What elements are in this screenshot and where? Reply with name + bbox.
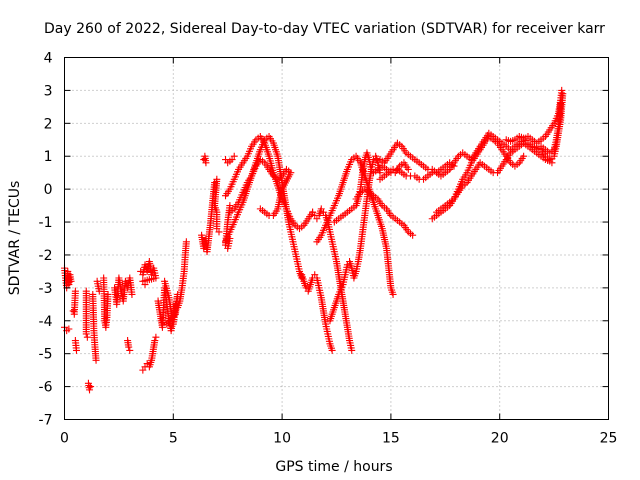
data-point	[450, 162, 458, 170]
data-point	[557, 100, 565, 108]
data-point	[548, 159, 556, 167]
series-sat-n	[222, 132, 317, 233]
series-sat-t	[313, 152, 397, 298]
series-sat-f	[100, 274, 112, 331]
data-point	[87, 383, 95, 391]
y-tick-label: 3	[44, 83, 53, 99]
data-point	[128, 290, 136, 298]
x-tick-label: 20	[491, 431, 509, 447]
data-point	[559, 90, 567, 98]
series-sat-d	[82, 287, 95, 394]
data-point	[256, 205, 264, 213]
data-point	[71, 287, 79, 295]
data-point	[83, 333, 91, 341]
series-sat-ac	[502, 132, 556, 167]
series-sat-v	[352, 185, 417, 239]
series-sat-j	[139, 333, 160, 374]
grid-lines	[64, 57, 609, 420]
axis-ticks: 0 5 10 15 20 25 -7 -6 -5 -4 -3 -2 -1 0 1 2 3 4	[39, 51, 618, 447]
data-point	[202, 159, 210, 167]
series-sat-l	[198, 152, 223, 256]
y-tick-label: -1	[39, 215, 53, 231]
series-sat-p	[226, 156, 295, 219]
data-point	[328, 346, 336, 354]
y-tick-label: -5	[39, 347, 53, 363]
data-point	[215, 228, 223, 236]
data-point	[558, 86, 566, 94]
y-tick-label: -2	[39, 248, 53, 264]
y-tick-label: 0	[44, 182, 53, 198]
x-tick-label: 5	[169, 431, 178, 447]
data-point	[69, 307, 77, 315]
data-point	[151, 337, 159, 345]
series-sat-x	[376, 159, 458, 183]
data-markers	[61, 86, 567, 394]
data-point	[126, 346, 134, 354]
y-tick-label: 4	[44, 51, 53, 67]
y-tick-label: -4	[39, 314, 53, 330]
y-tick-label: -6	[39, 380, 53, 396]
data-point	[67, 277, 75, 285]
series-sat-e	[89, 277, 103, 364]
x-tick-label: 0	[60, 431, 69, 447]
series-sat-s	[326, 152, 384, 325]
data-point	[65, 325, 73, 333]
data-point	[72, 346, 80, 354]
data-point	[230, 152, 238, 160]
series-sat-aa	[467, 86, 566, 164]
data-point	[520, 152, 528, 160]
y-tick-label: -3	[39, 281, 53, 297]
series-sat-r	[309, 205, 356, 354]
series-sat-i	[137, 258, 160, 289]
y-axis-label: SDTVAR / TECUs	[7, 181, 23, 296]
plot-frame	[64, 57, 609, 420]
data-point	[163, 320, 171, 328]
y-tick-label: 2	[44, 116, 53, 132]
series-sat-g	[111, 274, 136, 308]
y-tick-label: -7	[39, 413, 53, 429]
data-point	[409, 231, 417, 239]
chart-title: Day 260 of 2022, Sidereal Day-to-day VTE…	[44, 21, 605, 37]
series-sat-c	[69, 287, 80, 354]
x-axis-label: GPS time / hours	[275, 459, 392, 475]
data-point	[141, 281, 149, 289]
data-point	[404, 165, 412, 173]
series-sat-h	[124, 337, 134, 354]
data-point	[182, 238, 190, 246]
data-point	[348, 346, 356, 354]
x-tick-label: 25	[600, 431, 618, 447]
data-point	[125, 343, 133, 351]
data-point	[104, 290, 112, 298]
data-point	[82, 330, 90, 338]
y-tick-label: 1	[44, 149, 53, 165]
series-sat-q	[298, 271, 336, 354]
data-point	[389, 290, 397, 298]
x-tick-label: 10	[273, 431, 291, 447]
data-point	[86, 386, 94, 394]
series-sat-ad	[537, 100, 565, 157]
data-point	[152, 333, 160, 341]
x-tick-label: 15	[382, 431, 400, 447]
data-point	[92, 356, 100, 364]
series-sat-k	[154, 238, 190, 335]
